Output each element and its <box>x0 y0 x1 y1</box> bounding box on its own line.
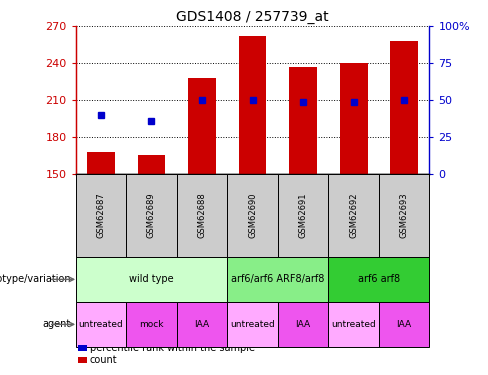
Text: percentile rank within the sample: percentile rank within the sample <box>90 343 255 353</box>
Text: GSM62693: GSM62693 <box>400 193 408 238</box>
Text: arf6/arf6 ARF8/arf8: arf6/arf6 ARF8/arf8 <box>231 274 325 284</box>
Text: count: count <box>90 355 118 365</box>
Text: IAA: IAA <box>296 320 311 329</box>
Text: GSM62692: GSM62692 <box>349 193 358 238</box>
Text: GSM62689: GSM62689 <box>147 193 156 238</box>
Text: wild type: wild type <box>129 274 174 284</box>
Title: GDS1408 / 257739_at: GDS1408 / 257739_at <box>176 10 329 24</box>
Text: untreated: untreated <box>79 320 123 329</box>
Text: agent: agent <box>42 320 71 329</box>
Text: arf6 arf8: arf6 arf8 <box>358 274 400 284</box>
Text: IAA: IAA <box>397 320 412 329</box>
Text: IAA: IAA <box>194 320 209 329</box>
Text: GSM62691: GSM62691 <box>299 193 307 238</box>
Bar <box>239 36 266 174</box>
Text: untreated: untreated <box>331 320 376 329</box>
Bar <box>340 63 367 174</box>
Bar <box>138 154 165 174</box>
Bar <box>289 67 317 174</box>
Text: GSM62687: GSM62687 <box>97 193 105 238</box>
Bar <box>188 78 216 174</box>
Text: GSM62690: GSM62690 <box>248 193 257 238</box>
Text: genotype/variation: genotype/variation <box>0 274 71 284</box>
Text: untreated: untreated <box>230 320 275 329</box>
Text: mock: mock <box>139 320 163 329</box>
Bar <box>87 152 115 174</box>
Bar <box>390 41 418 174</box>
Text: GSM62688: GSM62688 <box>198 193 206 238</box>
